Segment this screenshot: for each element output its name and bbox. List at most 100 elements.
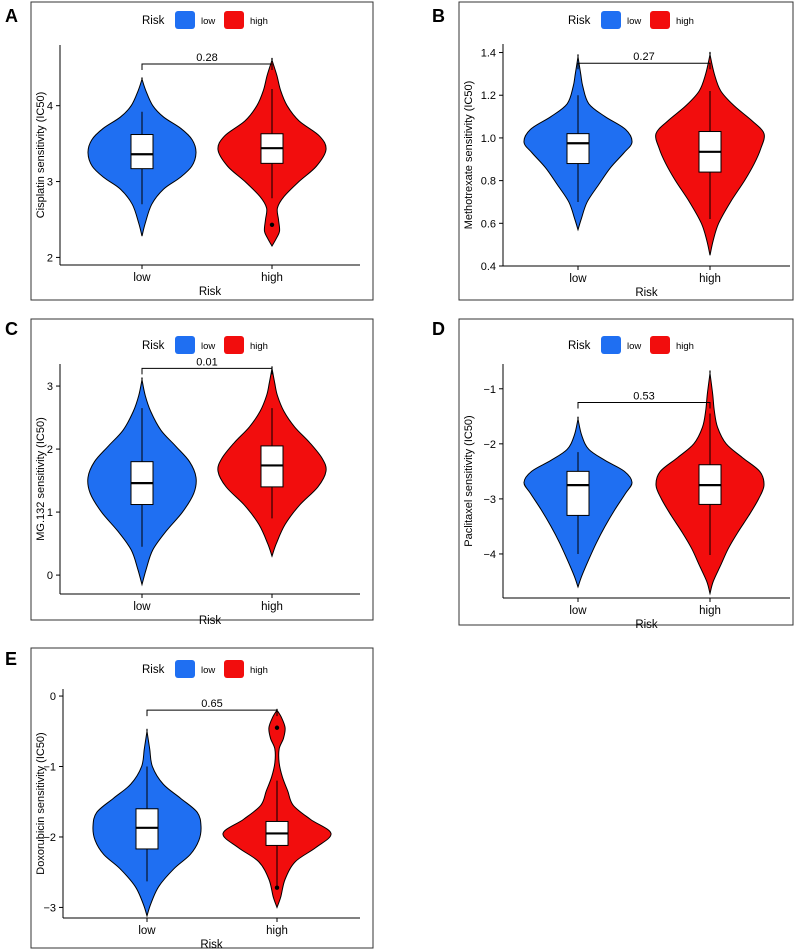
panel-frame	[458, 318, 794, 626]
pvalue-label: 0.53	[633, 391, 654, 403]
y-tick-label: 3	[47, 381, 53, 393]
pvalue-label: 0.65	[201, 698, 222, 710]
y-tick-label: 4	[47, 101, 53, 113]
pvalue-label: 0.01	[196, 356, 217, 368]
outlier-high	[274, 725, 280, 730]
legend-swatch-low	[175, 336, 195, 354]
legend-label-low: low	[201, 665, 215, 676]
legend: Risk low high	[568, 336, 694, 354]
panel-c: C Risk low high 0 1 2 3 MG.132 sensitivity (IC50…	[5, 318, 374, 627]
y-tick-label: −1	[43, 762, 56, 774]
panel-letter: C	[5, 319, 18, 339]
y-tick-label: 1.0	[481, 133, 496, 145]
y-tick-label: 1.2	[481, 90, 496, 102]
panel-b: B Risk low high 0.4 0.6 0.8 1.0 1.2 1.4 Methotrexa…	[432, 1, 794, 301]
y-tick-label: 3	[47, 177, 53, 189]
x-axis-label: Risk	[200, 939, 223, 951]
y-axis-label: Cisplatin sensitivity (IC50)	[35, 92, 47, 219]
panel-frame	[30, 647, 374, 949]
x-axis-label: Risk	[635, 287, 658, 299]
legend: Risk low high	[142, 336, 268, 354]
y-tick-label: 0	[50, 691, 56, 703]
legend-title: Risk	[142, 664, 165, 676]
y-tick-label: 1.4	[481, 48, 496, 60]
panel-frame	[30, 1, 374, 301]
legend-label-high: high	[676, 341, 694, 352]
panel-letter: D	[432, 319, 445, 339]
legend-swatch-high	[650, 11, 670, 29]
legend-swatch-high	[224, 11, 244, 29]
legend-label-high: high	[250, 341, 268, 352]
legend: Risk low high	[568, 11, 694, 29]
violin-low	[523, 416, 633, 589]
legend-label-high: high	[676, 16, 694, 27]
x-tick-label-low: low	[138, 925, 156, 937]
y-tick-label: 2	[47, 252, 53, 264]
violin-high	[217, 57, 327, 248]
y-axis-label: MG.132 sensitivity (IC50)	[35, 417, 47, 540]
legend-swatch-low	[175, 11, 195, 29]
pvalue-bracket	[141, 367, 273, 375]
x-tick-label-high: high	[261, 272, 283, 284]
x-tick-label-high: high	[261, 601, 283, 613]
legend-label-low: low	[201, 341, 215, 352]
legend-swatch-low	[601, 336, 621, 354]
legend-title: Risk	[568, 340, 591, 352]
x-axis-label: Risk	[635, 619, 658, 631]
violin-high	[655, 370, 765, 596]
outlier-high	[274, 885, 280, 890]
legend-label-high: high	[250, 665, 268, 676]
legend-label-low: low	[627, 16, 641, 27]
violin-high	[217, 366, 327, 558]
pvalue-bracket	[146, 709, 278, 717]
y-tick-label: −3	[483, 494, 496, 506]
x-axis-label: Risk	[199, 286, 222, 298]
legend-label-low: low	[627, 341, 641, 352]
y-tick-label: 0	[47, 570, 53, 582]
pvalue-bracket	[577, 62, 711, 70]
panel-frame	[458, 1, 794, 301]
x-tick-label-high: high	[699, 605, 721, 617]
legend: Risk low high	[142, 660, 268, 678]
pvalue-label: 0.27	[633, 51, 654, 63]
legend-swatch-low	[601, 11, 621, 29]
legend-swatch-low	[175, 660, 195, 678]
pvalue-bracket	[577, 402, 711, 409]
legend-swatch-high	[224, 660, 244, 678]
y-axis-label: Doxorubicin sensitivity (IC50)	[35, 732, 47, 874]
panel-frame	[30, 318, 374, 621]
x-axis-label: Risk	[199, 615, 222, 627]
box-low	[130, 134, 154, 170]
x-tick-label-low: low	[133, 601, 151, 613]
panel-d: D Risk low high −4 −3 −2 −1 Paclitaxel sensitivi…	[432, 318, 794, 631]
violin-low	[92, 728, 202, 918]
y-tick-label: −2	[483, 439, 496, 451]
legend-title: Risk	[142, 340, 165, 352]
legend-label-low: low	[201, 16, 215, 27]
y-tick-label: 0.4	[481, 261, 496, 273]
pvalue-bracket	[141, 63, 273, 70]
outlier-high	[269, 222, 275, 227]
violin-low	[87, 377, 197, 587]
y-axis-label: Methotrexate sensitivity (IC50)	[463, 81, 475, 230]
violin-low	[87, 77, 197, 237]
legend-swatch-high	[650, 336, 670, 354]
y-tick-label: −3	[43, 902, 56, 914]
x-tick-label-high: high	[266, 925, 288, 937]
y-tick-label: 0.6	[481, 218, 496, 230]
panel-letter: A	[5, 6, 18, 26]
box-low	[566, 470, 590, 516]
violin-high	[222, 708, 332, 909]
y-tick-label: −4	[483, 549, 496, 561]
y-tick-label: −2	[43, 832, 56, 844]
box-low	[566, 133, 590, 165]
legend-label-high: high	[250, 16, 268, 27]
violin-high	[655, 51, 765, 256]
y-tick-label: 1	[47, 507, 53, 519]
x-tick-label-low: low	[569, 273, 587, 285]
y-tick-label: 2	[47, 444, 53, 456]
legend-swatch-high	[224, 336, 244, 354]
legend-title: Risk	[568, 15, 591, 27]
pvalue-label: 0.28	[196, 52, 217, 64]
